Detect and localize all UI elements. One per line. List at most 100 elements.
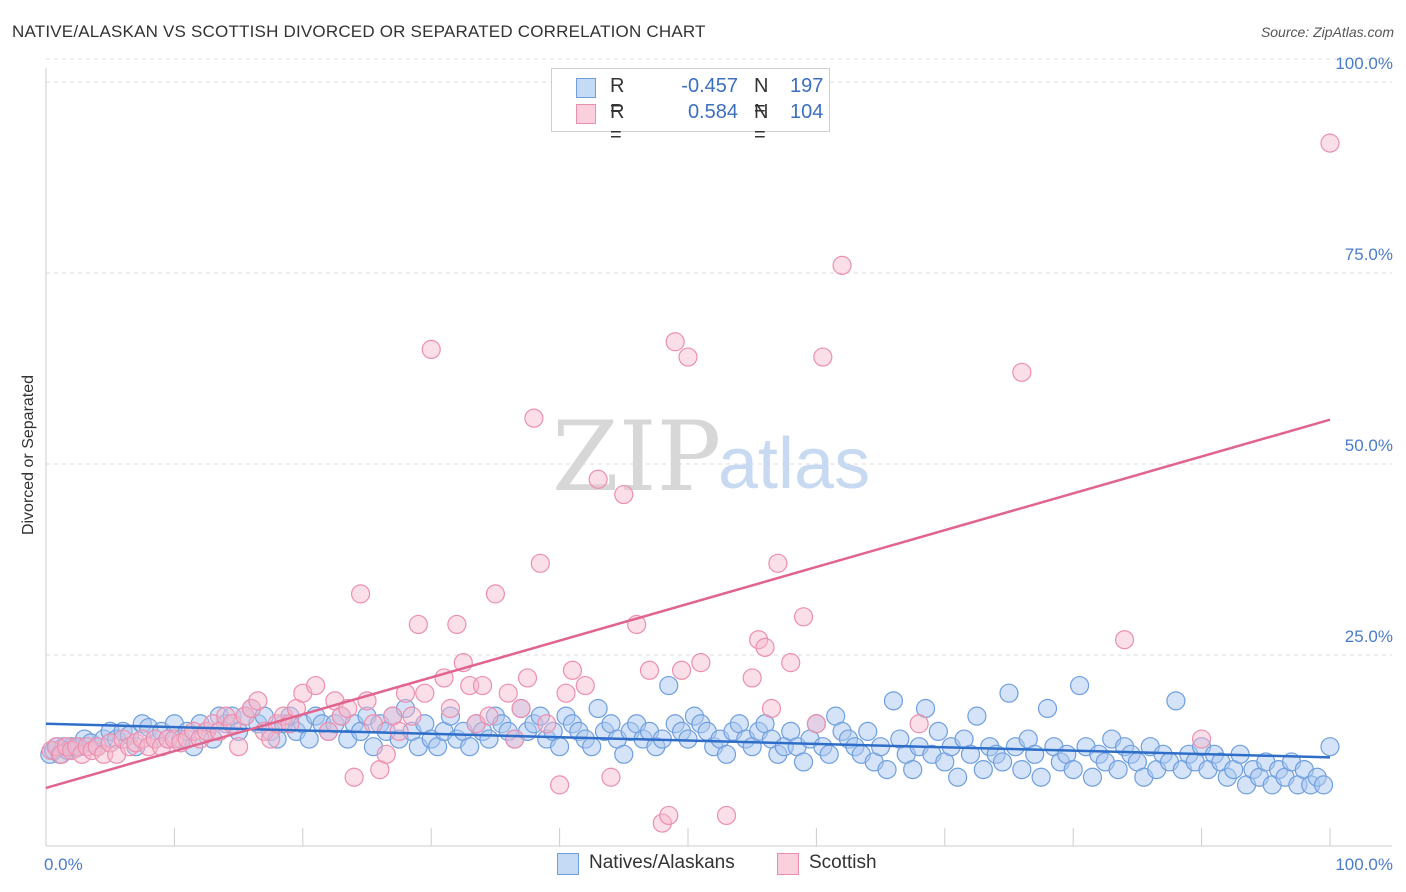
scottish-point (344, 767, 364, 787)
scottish-point (556, 683, 576, 703)
watermark-zip: ZIP (552, 401, 721, 513)
scottish-point (113, 729, 133, 749)
natives-points (40, 675, 1340, 795)
scottish-point (755, 637, 775, 657)
natives-point (1082, 767, 1103, 787)
scottish-point (909, 714, 929, 734)
scottish-point (402, 706, 422, 726)
scottish-point (761, 698, 782, 719)
scottish-point (440, 698, 461, 719)
natives-point (999, 683, 1019, 703)
natives-point (1012, 759, 1032, 780)
y-tick-label: 50.0% (1345, 436, 1393, 455)
legend-n-value: 104 (790, 101, 824, 123)
scottish-point (652, 813, 672, 833)
scottish-point (665, 332, 685, 352)
natives-point (614, 744, 634, 764)
scottish-legend-label: Scottish (809, 852, 877, 873)
y-axis-label: Divorced or Separated (20, 375, 37, 535)
natives-point (1313, 775, 1334, 795)
scottish-point (530, 553, 550, 573)
natives-point (479, 729, 499, 749)
scottish-point (549, 775, 570, 795)
scottish-point (601, 767, 621, 787)
watermark: ZIP atlas (552, 401, 870, 513)
scottish-point (389, 721, 409, 742)
scottish-point (806, 714, 827, 734)
natives-point (1025, 744, 1045, 764)
natives-point (582, 737, 602, 757)
scottish-point (511, 698, 531, 719)
scottish-point (832, 255, 852, 275)
natives-point (1166, 691, 1186, 711)
x-tick-labels: 0.0% 100.0% (44, 855, 1393, 874)
natives-point (960, 744, 981, 764)
scottish-point (588, 469, 608, 489)
natives-point (793, 752, 814, 772)
chart-title: NATIVE/ALASKAN VS SCOTTISH DIVORCED OR S… (12, 22, 706, 41)
scottish-point (781, 653, 801, 673)
scottish-point (82, 740, 102, 761)
scottish-point (41, 740, 61, 761)
natives-point (659, 675, 679, 696)
scottish-swatch (576, 104, 596, 124)
scottish-point (408, 614, 428, 635)
natives-point (883, 691, 904, 711)
natives-point (992, 752, 1013, 772)
natives-point (903, 759, 923, 780)
scottish-point (498, 683, 518, 703)
natives-point (819, 744, 839, 764)
natives-point (678, 729, 698, 749)
natives-point (299, 729, 319, 749)
legend-r-label: R = (610, 75, 625, 120)
natives-point (588, 698, 608, 719)
natives-legend-label: Natives/Alaskans (589, 852, 735, 873)
natives-legend-swatch (557, 853, 579, 875)
scottish-point (376, 744, 396, 764)
natives-point (440, 706, 461, 726)
scottish-point (1012, 362, 1032, 382)
scottish-point (1191, 729, 1212, 749)
natives-point (1108, 759, 1128, 780)
scottish-point (768, 553, 788, 573)
scottish-point (421, 339, 441, 359)
y-tick-labels: 25.0% 50.0% 75.0% 100.0% (1335, 54, 1393, 646)
scottish-point (447, 614, 467, 635)
legend-n-label: N = (754, 101, 769, 146)
scottish-point (229, 737, 249, 757)
natives-point (877, 759, 897, 780)
x-tick-label: 0.0% (44, 855, 83, 874)
scottish-point (415, 683, 435, 703)
scottish-point (1114, 630, 1135, 650)
scottish-point (241, 698, 262, 719)
scottish-legend-swatch (777, 853, 799, 875)
scottish-point (485, 584, 505, 604)
watermark-atlas: atlas (718, 424, 870, 504)
grid-lines (46, 58, 1392, 656)
scottish-point (671, 660, 692, 680)
scottish-point (691, 653, 711, 673)
scottish-point (742, 668, 762, 688)
scottish-point (87, 737, 107, 757)
natives-point (1063, 759, 1083, 780)
scottish-point (505, 729, 525, 749)
scottish-point (813, 347, 833, 367)
natives-point (1037, 698, 1058, 719)
scottish-point (659, 805, 679, 826)
y-tick-label: 25.0% (1345, 627, 1393, 646)
scottish-point (1320, 133, 1340, 153)
legend-r-value: -0.457 (681, 75, 738, 97)
scottish-point (158, 729, 178, 749)
scottish-point (716, 805, 737, 826)
scottish-point (216, 706, 236, 726)
axes (45, 68, 1392, 847)
scottish-point (524, 408, 544, 428)
scottish-point (235, 706, 255, 726)
legend-r-label: R = (610, 101, 625, 146)
scottish-point (100, 733, 120, 753)
source-credit: Source: ZipAtlas.com (1260, 24, 1394, 40)
scottish-point (749, 630, 769, 650)
natives-point (973, 759, 993, 780)
scottish-point (331, 706, 351, 726)
scottish-point (793, 607, 814, 627)
